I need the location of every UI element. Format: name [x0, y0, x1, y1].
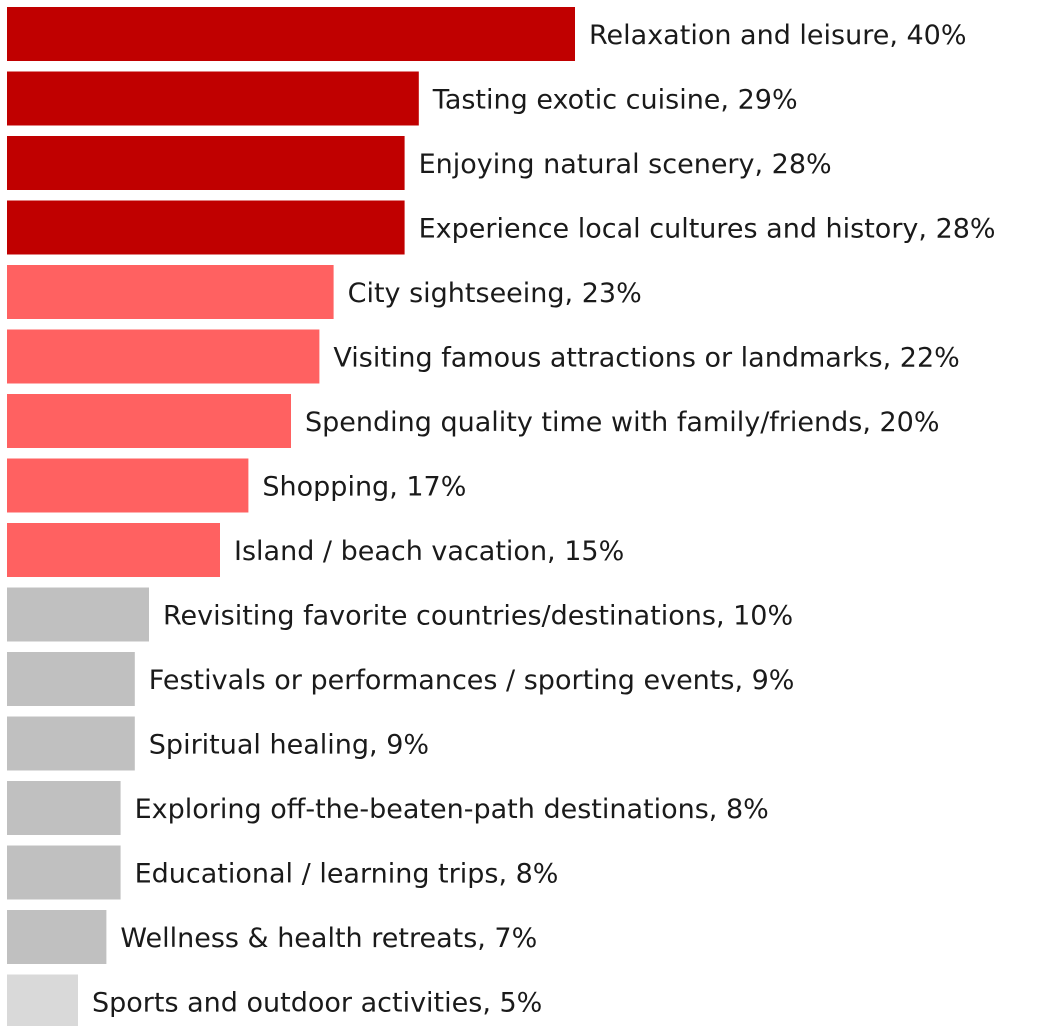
bar [7, 265, 334, 319]
bar [7, 7, 575, 61]
bar [7, 71, 419, 126]
bar-label: Revisiting favorite countries/destinatio… [163, 601, 793, 632]
bar [7, 394, 291, 448]
bar [7, 136, 405, 190]
bar-label: Sports and outdoor activities, 5% [92, 988, 542, 1019]
bar-label: Wellness & health retreats, 7% [120, 923, 537, 954]
bar [7, 845, 121, 900]
bar-label: Spiritual healing, 9% [149, 730, 429, 761]
bar [7, 781, 121, 835]
bar [7, 458, 249, 513]
bar-label: Visiting famous attractions or landmarks… [333, 343, 959, 374]
bar-label: Island / beach vacation, 15% [234, 536, 624, 567]
bar [7, 910, 107, 964]
bar-label: Enjoying natural scenery, 28% [419, 149, 832, 180]
bar-label: Experience local cultures and history, 2… [419, 214, 996, 245]
bar-label: Educational / learning trips, 8% [135, 859, 559, 890]
bar-label: Exploring off-the-beaten-path destinatio… [135, 794, 769, 825]
bar [7, 716, 135, 771]
bar-label: Festivals or performances / sporting eve… [149, 665, 795, 696]
bar [7, 200, 405, 255]
bar-label: Shopping, 17% [262, 472, 466, 503]
bar [7, 652, 135, 706]
bar [7, 329, 320, 384]
bar [7, 974, 78, 1026]
bar-label: Relaxation and leisure, 40% [589, 20, 967, 51]
bar-label: City sightseeing, 23% [348, 278, 642, 309]
bar-label: Spending quality time with family/friend… [305, 407, 940, 438]
bar-label: Tasting exotic cuisine, 29% [432, 85, 798, 116]
bar [7, 523, 220, 577]
bar [7, 587, 149, 642]
